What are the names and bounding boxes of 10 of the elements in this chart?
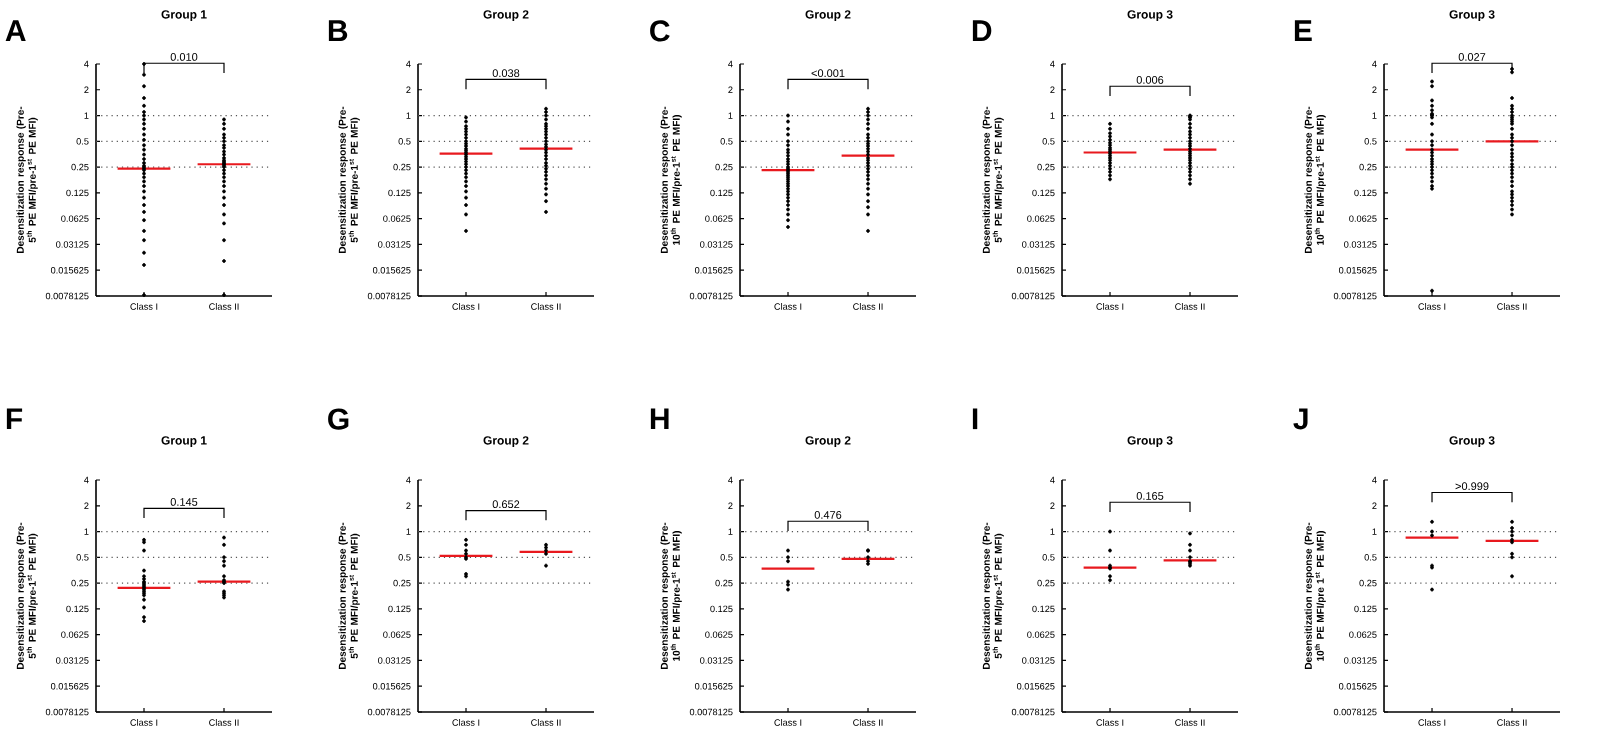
text: A bbox=[5, 20, 26, 41]
text: E bbox=[1294, 20, 1312, 41]
text: G bbox=[328, 408, 349, 430]
text: B bbox=[328, 20, 348, 41]
text: C bbox=[650, 20, 670, 42]
text: D bbox=[972, 20, 992, 41]
text: F bbox=[6, 408, 23, 430]
text: H bbox=[650, 408, 669, 430]
text: I bbox=[972, 408, 978, 430]
text: J bbox=[1293, 408, 1308, 430]
